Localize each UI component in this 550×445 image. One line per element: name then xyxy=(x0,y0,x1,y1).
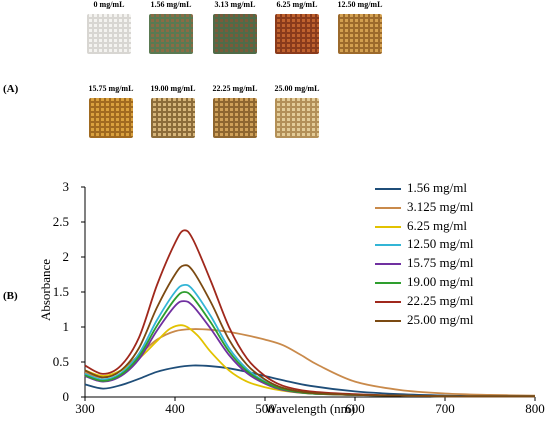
legend-swatch xyxy=(375,244,401,247)
sample-swatch: 12.50 mg/mL xyxy=(334,0,386,54)
sample-swatch: 3.13 mg/mL xyxy=(209,0,261,54)
legend-label: 19.00 mg/ml xyxy=(407,273,474,289)
x-tick-label: 300 xyxy=(75,401,95,416)
fabric-photo xyxy=(275,14,319,54)
legend-label: 22.25 mg/ml xyxy=(407,292,474,308)
fabric-photo xyxy=(151,98,195,138)
fabric-photo xyxy=(87,14,131,54)
x-axis-label: Wavelength (nm) xyxy=(265,401,355,416)
sample-label: 0 mg/mL xyxy=(93,0,125,9)
legend-swatch xyxy=(375,206,401,209)
sample-label: 19.00 mg/mL xyxy=(150,84,196,93)
fabric-photo xyxy=(275,98,319,138)
fabric-photo xyxy=(213,98,257,138)
fabric-photo xyxy=(338,14,382,54)
sample-swatch: 1.56 mg/mL xyxy=(145,0,197,54)
sample-label: 3.13 mg/mL xyxy=(214,0,256,9)
sample-swatch: 6.25 mg/mL xyxy=(271,0,323,54)
legend-label: 1.56 mg/ml xyxy=(407,180,467,195)
sample-swatch: 19.00 mg/mL xyxy=(147,84,199,138)
legend-swatch xyxy=(375,319,401,322)
legend-swatch xyxy=(375,300,401,303)
legend-label: 12.50 mg/ml xyxy=(407,236,474,252)
sample-swatch: 15.75 mg/mL xyxy=(85,84,137,138)
series-line xyxy=(84,264,535,398)
y-axis-label: Absorbance xyxy=(38,259,53,321)
legend-label: 6.25 mg/ml xyxy=(407,217,467,233)
sample-label: 25.00 mg/mL xyxy=(274,84,320,93)
legend-label: 25.00 mg/ml xyxy=(407,311,474,327)
legend-swatch xyxy=(375,225,401,228)
y-tick-label: 0 xyxy=(63,389,70,404)
fabric-photo xyxy=(149,14,193,54)
legend-swatch xyxy=(375,188,401,190)
sample-label: 12.50 mg/mL xyxy=(337,0,383,9)
y-tick-label: 3 xyxy=(63,179,70,194)
fabric-photo xyxy=(89,98,133,138)
sample-label: 15.75 mg/mL xyxy=(88,84,134,93)
sample-swatch: 25.00 mg/mL xyxy=(271,84,323,138)
panel-b-label: (B) xyxy=(3,290,18,302)
x-tick-label: 400 xyxy=(165,401,185,416)
series-line xyxy=(84,364,536,398)
legend-label: 15.75 mg/ml xyxy=(407,255,474,271)
sample-label: 22.25 mg/mL xyxy=(212,84,258,93)
sample-label: 6.25 mg/mL xyxy=(276,0,318,9)
sample-label: 1.56 mg/mL xyxy=(150,0,192,9)
legend-swatch xyxy=(375,281,401,284)
y-tick-label: 1 xyxy=(63,319,70,334)
y-tick-label: 0.5 xyxy=(53,354,69,369)
x-tick-label: 600 xyxy=(345,401,365,416)
x-tick-label: 700 xyxy=(435,401,455,416)
y-tick-label: 1.5 xyxy=(53,284,69,299)
legend-label: 3.125 mg/ml xyxy=(407,198,474,214)
sample-swatch: 22.25 mg/mL xyxy=(209,84,261,138)
legend-swatch xyxy=(375,263,401,266)
fabric-photo xyxy=(213,14,257,54)
sample-swatch: 0 mg/mL xyxy=(83,0,135,54)
x-tick-label: 800 xyxy=(525,401,545,416)
y-tick-label: 2 xyxy=(63,249,70,264)
x-tick-label: 500 xyxy=(255,401,275,416)
panel-a-label: (A) xyxy=(3,83,19,95)
y-tick-label: 2.5 xyxy=(53,214,69,229)
